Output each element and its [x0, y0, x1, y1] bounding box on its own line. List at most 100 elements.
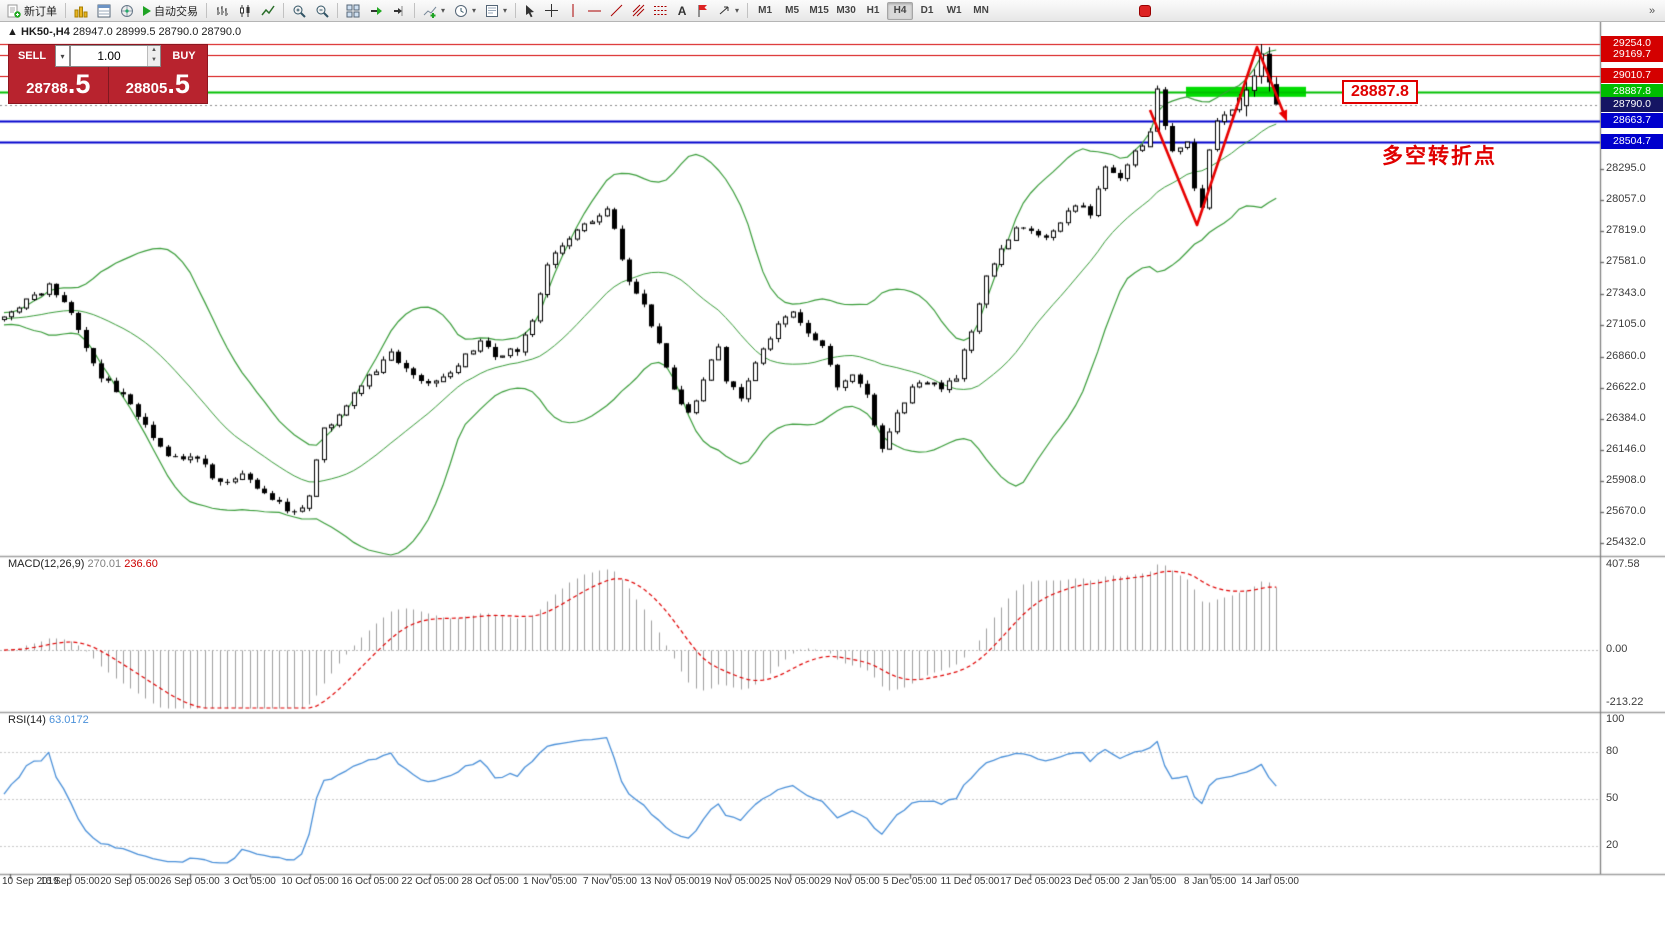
timeframe-button-w1[interactable]: W1	[941, 2, 967, 20]
symbol-marker-icon: ▲	[7, 26, 18, 38]
bar-chart-button[interactable]	[211, 1, 233, 21]
sell-price-pips: .5	[67, 69, 91, 99]
navigator-button[interactable]	[116, 1, 138, 21]
toolbar-separator	[515, 3, 517, 18]
crosshair-button[interactable]	[541, 1, 562, 21]
dropdown-arrow-icon: ▾	[441, 6, 446, 15]
line-chart-icon	[261, 4, 275, 18]
buy-price: 28805	[125, 80, 168, 97]
horizontal-line-button[interactable]	[584, 1, 605, 21]
symbol-name: HK50-,H4	[20, 26, 70, 38]
new-order-button[interactable]: 新订单	[3, 1, 61, 21]
toolbar-overflow-button[interactable]: »	[1642, 1, 1662, 21]
play-icon	[143, 5, 151, 16]
timeframe-button-m15[interactable]: M15	[806, 2, 832, 20]
vertical-line-icon	[567, 4, 579, 17]
zoom-out-icon	[315, 4, 329, 18]
market-watch-button[interactable]	[70, 1, 92, 21]
timeframe-button-m1[interactable]: M1	[752, 2, 778, 20]
toolbar-separator	[206, 3, 207, 18]
flag-icon	[697, 4, 709, 17]
shapes-icon	[718, 4, 731, 17]
trendline-icon	[610, 4, 623, 17]
alert-icon	[1139, 4, 1152, 17]
dropdown-arrow-icon: ▾	[735, 6, 740, 15]
candlestick-chart-button[interactable]	[234, 1, 256, 21]
auto-scroll-icon	[369, 4, 383, 18]
text-icon: A	[677, 3, 687, 18]
chart-shift-button[interactable]	[388, 1, 410, 21]
autotrading-button[interactable]: 自动交易	[139, 1, 202, 21]
fibonacci-icon	[654, 4, 668, 17]
timeframe-button-h4[interactable]: H4	[887, 1, 914, 20]
zoom-in-icon	[292, 4, 306, 18]
alerts-button[interactable]	[1135, 1, 1155, 21]
data-window-icon	[97, 4, 111, 18]
buy-price-button[interactable]: 28805.5	[108, 67, 207, 103]
indicators-button[interactable]: ▾	[419, 1, 449, 21]
trade-panel-top-row: SELL ▾ 1.00 ▲ ▼ BUY	[9, 45, 207, 67]
zoom-out-button[interactable]	[311, 1, 333, 21]
fibonacci-button[interactable]	[650, 1, 671, 21]
chevron-right-icon: »	[1648, 4, 1656, 17]
navigator-icon	[120, 4, 134, 18]
cursor-icon	[524, 4, 536, 18]
vertical-line-button[interactable]	[563, 1, 583, 21]
macd-name: MACD(12,26,9)	[8, 558, 85, 570]
one-click-trading-panel: SELL ▾ 1.00 ▲ ▼ BUY 28788.5 28805.5	[8, 44, 208, 104]
dropdown-arrow-icon: ▾	[503, 6, 508, 15]
chart-canvas[interactable]	[0, 22, 1665, 946]
sell-button[interactable]: SELL	[9, 45, 55, 67]
volume-dropdown[interactable]: ▾	[55, 45, 70, 67]
arrows-button[interactable]: ▾	[714, 1, 743, 21]
crosshair-icon	[545, 4, 559, 17]
horizontal-line-icon	[588, 5, 602, 17]
cursor-button[interactable]	[520, 1, 540, 21]
price-annotation-box[interactable]: 28887.8	[1342, 80, 1418, 104]
channel-icon	[632, 4, 645, 17]
trendline-button[interactable]	[606, 1, 627, 21]
timeframe-button-m30[interactable]: M30	[833, 2, 859, 20]
autotrading-label: 自动交易	[154, 5, 198, 18]
tile-windows-button[interactable]	[342, 1, 364, 21]
new-order-icon	[7, 4, 21, 18]
volume-input[interactable]: 1.00 ▲ ▼	[70, 45, 161, 67]
periods-button[interactable]: ▾	[450, 1, 480, 21]
spinner-up-icon[interactable]: ▲	[148, 46, 160, 56]
chart-shift-icon	[392, 4, 406, 18]
timeframe-button-m5[interactable]: M5	[779, 2, 805, 20]
toolbar-separator	[65, 3, 66, 18]
toolbar-separator	[747, 3, 749, 18]
bar-chart-icon	[215, 4, 229, 18]
main-toolbar: 新订单 自动交易 ▾ ▾ ▾ A ▾ M1 M5 M15 M30 H1 H4 D1 W1 MN …	[0, 0, 1665, 22]
templates-button[interactable]: ▾	[481, 1, 511, 21]
zoom-in-button[interactable]	[288, 1, 310, 21]
buy-button[interactable]: BUY	[161, 45, 207, 67]
trade-panel-price-row: 28788.5 28805.5	[9, 67, 207, 103]
text-label-button[interactable]	[693, 1, 713, 21]
volume-spinner[interactable]: ▲ ▼	[147, 46, 160, 66]
rsi-label: RSI(14) 63.0172	[8, 714, 89, 726]
tile-windows-icon	[346, 4, 360, 18]
macd-label: MACD(12,26,9) 270.01 236.60	[8, 558, 158, 570]
toolbar-separator	[283, 3, 284, 18]
data-window-button[interactable]	[93, 1, 115, 21]
text-button[interactable]: A	[672, 1, 692, 21]
template-icon	[485, 4, 499, 18]
auto-scroll-button[interactable]	[365, 1, 387, 21]
toolbar-separator	[414, 3, 415, 18]
dropdown-arrow-icon: ▾	[472, 6, 477, 15]
new-order-label: 新订单	[24, 5, 57, 18]
line-chart-button[interactable]	[257, 1, 279, 21]
channel-button[interactable]	[628, 1, 649, 21]
sell-price: 28788	[26, 80, 68, 97]
timeframe-button-d1[interactable]: D1	[914, 2, 940, 20]
timeframe-button-mn[interactable]: MN	[968, 2, 994, 20]
chart-symbol-header: ▲ HK50-,H4 28947.0 28999.5 28790.0 28790…	[7, 26, 241, 38]
candlestick-chart-icon	[238, 4, 252, 18]
sell-price-button[interactable]: 28788.5	[9, 67, 109, 103]
rsi-value: 63.0172	[48, 714, 89, 726]
timeframe-button-h1[interactable]: H1	[860, 2, 886, 20]
spinner-down-icon[interactable]: ▼	[148, 56, 160, 66]
rsi-name: RSI(14)	[8, 714, 46, 726]
